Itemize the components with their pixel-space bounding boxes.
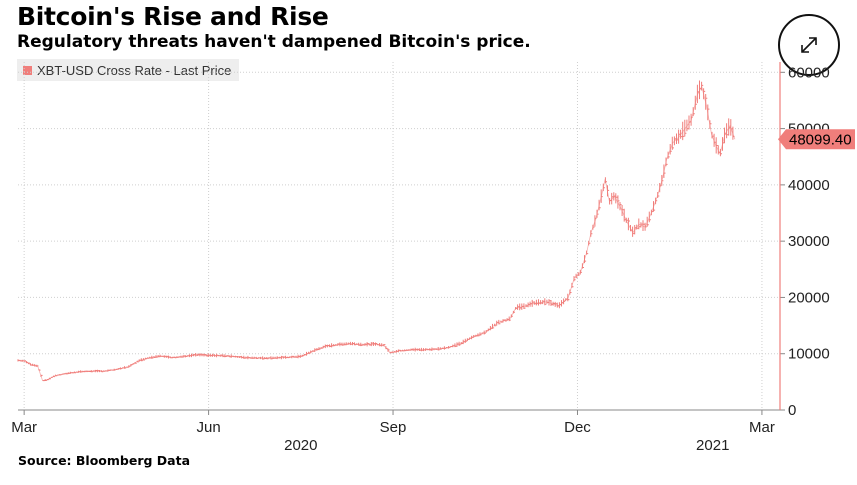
y-tick-label: 60000	[788, 64, 830, 81]
source-note: Source: Bloomberg Data	[18, 453, 191, 468]
last-price-tag-shape	[778, 129, 855, 150]
x-tick-label: Dec	[564, 419, 591, 436]
x-year-label: 2020	[284, 437, 317, 454]
x-tick-label: Mar	[11, 419, 37, 436]
chart-subtitle: Regulatory threats haven't dampened Bitc…	[17, 32, 531, 52]
x-tick-label: Jun	[196, 419, 220, 436]
expand-arrows-icon	[801, 37, 817, 53]
x-tick-label: Sep	[380, 419, 407, 436]
grid	[18, 62, 780, 410]
y-tick-label: 0	[788, 402, 796, 419]
legend[interactable]: XBT-USD Cross Rate - Last Price	[17, 59, 240, 81]
price-bars	[17, 80, 735, 382]
y-tick-label: 30000	[788, 233, 830, 250]
y-tick-label: 20000	[788, 289, 830, 306]
y-tick-label: 40000	[788, 177, 830, 194]
last-price-tag: 48099.40	[778, 129, 855, 150]
legend-swatch	[23, 65, 32, 75]
legend-label: XBT-USD Cross Rate - Last Price	[37, 62, 232, 78]
price-series	[17, 80, 736, 382]
y-tick-label: 10000	[788, 346, 830, 363]
last-price-value: 48099.40	[789, 131, 852, 148]
chart-title: Bitcoin's Rise and Rise	[17, 2, 329, 31]
price-line	[17, 85, 736, 382]
expand-button[interactable]	[778, 14, 840, 76]
x-year-label: 2021	[696, 437, 729, 454]
axes	[18, 62, 785, 415]
x-tick-label: Mar	[749, 419, 775, 436]
